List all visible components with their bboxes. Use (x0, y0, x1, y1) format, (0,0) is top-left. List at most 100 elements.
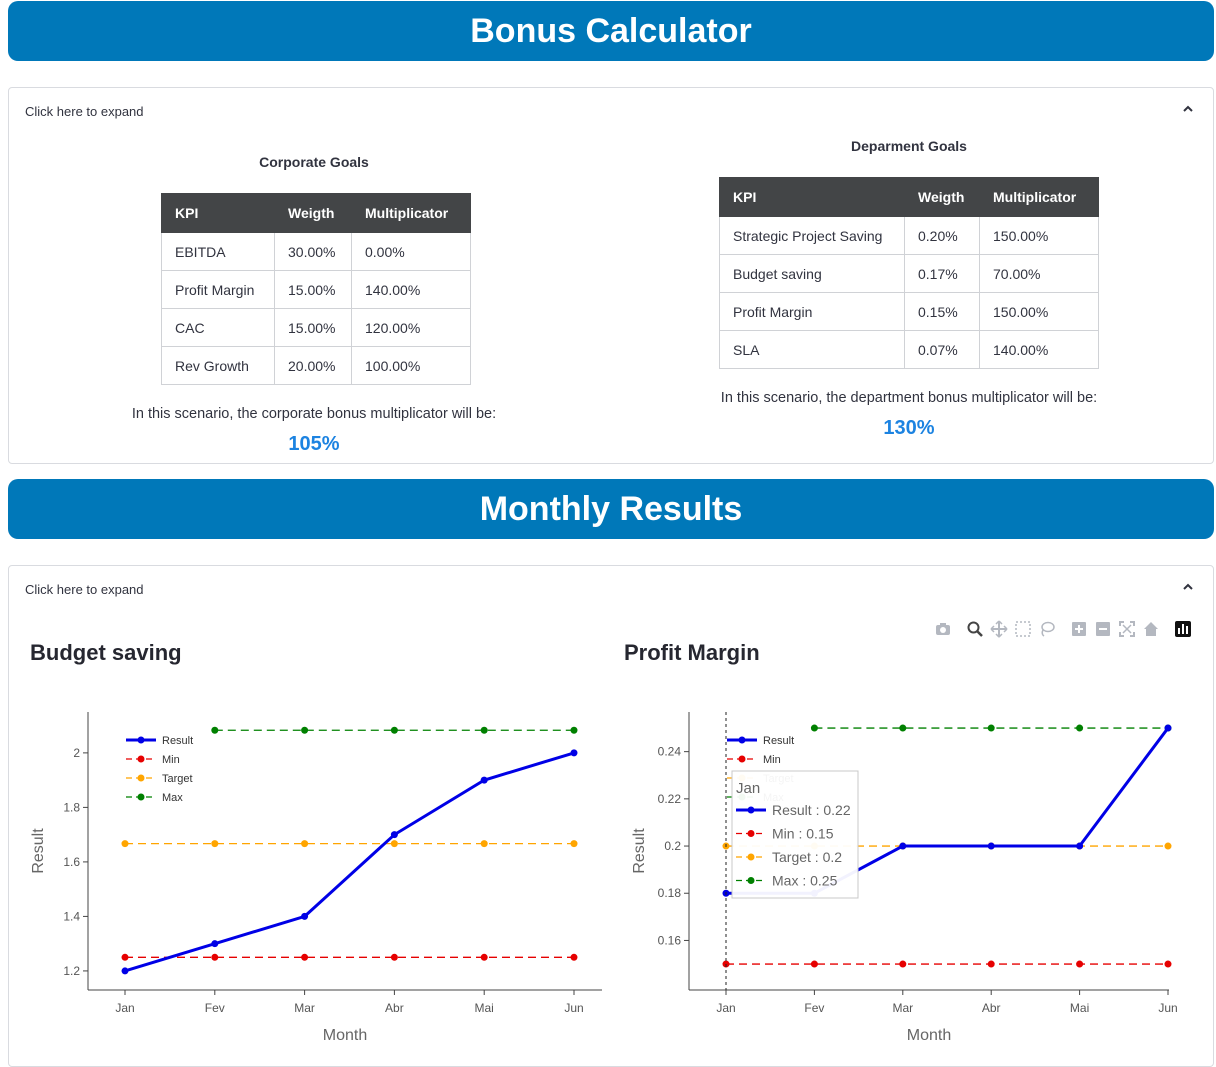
monthly-results-banner: Monthly Results (8, 479, 1214, 539)
tooltip-entry: Target : 0.2 (772, 849, 842, 865)
data-point-min[interactable] (211, 953, 219, 961)
data-point-max[interactable] (480, 726, 488, 734)
table-cell: 150.00% (979, 216, 1099, 255)
legend-item-result[interactable]: Result (727, 735, 794, 747)
table-cell: 0.20% (904, 216, 980, 255)
legend-item-max[interactable]: Max (126, 792, 183, 804)
data-point-result[interactable] (390, 831, 398, 839)
data-point-result[interactable] (211, 940, 219, 948)
legend-label: Min (763, 754, 781, 766)
x-tick-label: Mar (294, 1001, 315, 1015)
data-point-min[interactable] (1164, 960, 1172, 968)
data-point-result[interactable] (480, 776, 488, 784)
table-row: Budget saving 0.17% 70.00% (719, 254, 1099, 293)
data-point-min[interactable] (390, 953, 398, 961)
data-point-result[interactable] (570, 749, 578, 757)
y-tick-label: 1.2 (63, 964, 80, 978)
data-point-target[interactable] (390, 840, 398, 848)
corporate-bonus-result: 105% (288, 433, 340, 455)
legend-item-result[interactable]: Result (126, 735, 193, 747)
data-point-min[interactable] (1076, 960, 1084, 968)
reset-axes-icon[interactable] (1142, 620, 1160, 638)
col-weigth: Weigth (274, 193, 352, 233)
data-point-target[interactable] (301, 840, 309, 848)
monthly-expander: Click here to expand (8, 565, 1214, 1067)
data-point-target[interactable] (480, 840, 488, 848)
y-tick-label: 2 (73, 746, 80, 760)
data-point-max[interactable] (301, 726, 309, 734)
data-point-max[interactable] (390, 726, 398, 734)
data-point-max[interactable] (899, 724, 907, 732)
legend-item-min[interactable]: Min (126, 754, 180, 766)
data-point-min[interactable] (301, 953, 309, 961)
table-cell: 0.07% (904, 330, 980, 369)
data-point-target[interactable] (570, 840, 578, 848)
x-tick-label: Jan (115, 1001, 134, 1015)
table-cell: Budget saving (719, 254, 905, 293)
table-cell: EBITDA (161, 232, 275, 271)
chevron-up-icon[interactable] (1181, 580, 1195, 594)
data-point-min[interactable] (899, 960, 907, 968)
data-point-max[interactable] (570, 726, 578, 734)
data-point-target[interactable] (1164, 842, 1172, 850)
data-point-target[interactable] (211, 840, 219, 848)
x-axis-label: Month (907, 1027, 951, 1044)
data-point-result[interactable] (1076, 842, 1084, 850)
profit-margin-chart[interactable]: 0.16 0.18 0.2 0.22 0.24 Jan Fev Mar Abr Mai Jun Mon… (608, 690, 1216, 1048)
data-point-min[interactable] (480, 953, 488, 961)
data-point-max[interactable] (1076, 724, 1084, 732)
data-point-max[interactable] (987, 724, 995, 732)
table-cell: Rev Growth (161, 346, 275, 385)
zoom-out-icon[interactable] (1094, 620, 1112, 638)
table-cell: 0.17% (904, 254, 980, 293)
col-weigth: Weigth (904, 177, 980, 217)
x-tick-label: Jun (564, 1001, 583, 1015)
data-point-max[interactable] (810, 724, 818, 732)
legend-label: Target (162, 773, 193, 785)
zoom-in-icon[interactable] (1070, 620, 1088, 638)
table-cell: 100.00% (351, 346, 471, 385)
y-tick-label: 1.8 (63, 800, 80, 814)
col-multiplicator: Multiplicator (351, 193, 471, 233)
legend-label: Result (763, 735, 794, 747)
data-point-min[interactable] (987, 960, 995, 968)
data-point-result[interactable] (1164, 724, 1172, 732)
x-tick-label: Mai (1070, 1001, 1089, 1015)
y-tick-label: 1.6 (63, 855, 80, 869)
budget-saving-chart[interactable]: 1.2 1.4 1.6 1.8 2 Jan Fev Mar Abr Mai Jun Month Resu… (0, 690, 608, 1048)
data-point-result[interactable] (121, 967, 129, 975)
data-point-result[interactable] (987, 842, 995, 850)
data-point-result[interactable] (301, 912, 309, 920)
monthly-expander-toggle[interactable]: Click here to expand (25, 582, 144, 597)
data-point-max[interactable] (211, 726, 219, 734)
y-tick-label: 0.2 (664, 839, 681, 853)
table-row: CAC 15.00% 120.00% (161, 308, 471, 347)
table-row: Profit Margin 15.00% 140.00% (161, 270, 471, 309)
tooltip-entry: Result : 0.22 (772, 802, 851, 818)
legend-label: Result (162, 735, 193, 747)
x-tick-label: Jan (716, 1001, 735, 1015)
zoom-icon[interactable] (966, 620, 984, 638)
legend-label: Min (162, 754, 180, 766)
pan-icon[interactable] (990, 620, 1008, 638)
table-cell: CAC (161, 308, 275, 347)
data-point-target[interactable] (121, 840, 129, 848)
legend-item-min[interactable]: Min (727, 754, 781, 766)
autoscale-icon[interactable] (1118, 620, 1136, 638)
goals-expander-toggle[interactable]: Click here to expand (25, 104, 144, 119)
data-point-result[interactable] (899, 842, 907, 850)
y-tick-label: 1.4 (63, 909, 80, 923)
table-cell: Profit Margin (161, 270, 275, 309)
data-point-min[interactable] (121, 953, 129, 961)
camera-icon[interactable] (934, 620, 952, 638)
box-select-icon[interactable] (1014, 620, 1032, 638)
data-point-min[interactable] (570, 953, 578, 961)
chevron-up-icon[interactable] (1181, 102, 1195, 116)
data-point-min[interactable] (810, 960, 818, 968)
legend-item-target[interactable]: Target (126, 773, 193, 785)
y-axis-label: Result (30, 828, 47, 874)
department-goals-table: KPI Weigth Multiplicator Strategic Proje… (719, 177, 1099, 369)
x-tick-label: Abr (982, 1001, 1001, 1015)
plotly-logo-icon[interactable] (1174, 620, 1192, 638)
lasso-icon[interactable] (1038, 620, 1056, 638)
